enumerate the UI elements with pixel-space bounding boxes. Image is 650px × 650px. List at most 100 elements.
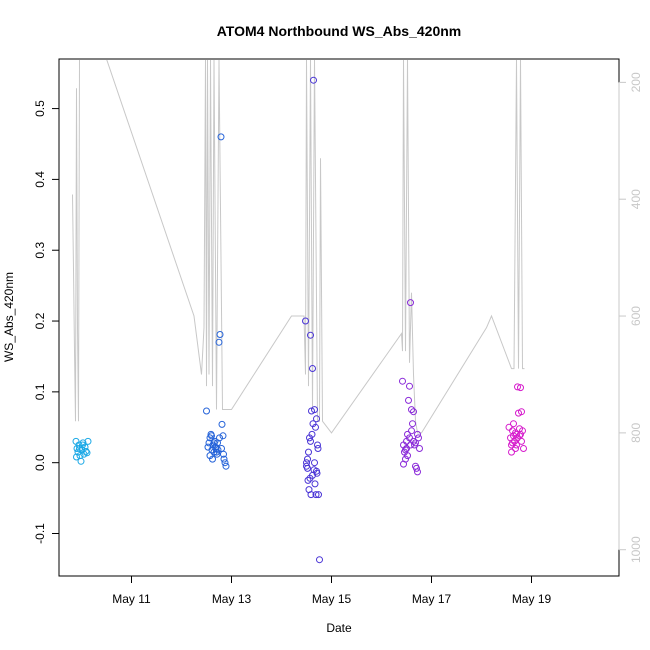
data-point [311,480,319,488]
data-point [313,467,320,475]
data-point [307,437,314,445]
data-point [203,407,210,415]
chart-title: ATOM4 Northbound WS_Abs_420nm [217,23,462,39]
data-point [73,445,81,452]
right-tick-label: 600 [629,306,643,326]
data-point [217,133,225,141]
data-point [84,437,92,445]
data-point [316,556,323,564]
data-point [218,420,226,428]
data-point [82,447,90,455]
x-tick-label: May 11 [112,592,151,606]
right-tick-label: 800 [629,423,643,443]
data-point [219,432,227,440]
data-point [310,76,317,84]
x-tick-label: May 19 [512,592,552,606]
data-point [315,491,322,499]
data-point [513,441,520,449]
y-tick-label: 0.1 [33,383,47,400]
y-tick-label: 0.0 [33,454,47,471]
data-point [305,448,312,456]
series-day4 [399,299,423,476]
x-tick-label: May 15 [312,592,352,606]
data-point [518,437,525,445]
series-day2 [203,133,230,470]
data-point [220,455,228,463]
right-axis: 200 400 600 800 1000 [618,72,643,563]
data-point [517,384,524,392]
data-point [408,427,415,435]
data-point [313,415,320,423]
data-point [512,445,519,452]
y-axis: -0.1 0.0 0.1 0.2 0.3 0.4 0.5 [33,100,59,544]
data-point [403,445,410,452]
y-tick-label: -0.1 [33,523,47,544]
data-point [213,448,220,456]
plot-frame [58,58,620,577]
data-point [505,423,513,431]
data-point [314,441,321,449]
data-point [216,434,223,442]
data-point [215,338,223,346]
x-axis-label: Date [326,621,352,635]
data-point [311,406,318,414]
data-point [509,439,516,447]
data-point [209,455,216,463]
data-point [405,396,412,404]
secondary-line-layer [72,60,525,434]
data-point [406,434,413,442]
data-point [409,420,416,428]
data-point [399,377,406,385]
data-point [415,434,422,442]
data-point [303,462,310,470]
data-point [400,460,407,468]
data-point [510,420,517,428]
data-point [408,406,415,414]
data-point [407,299,414,307]
data-point [222,462,230,470]
data-point [518,408,525,416]
data-point [404,430,411,438]
data-point [416,445,423,452]
x-axis: May 11 May 13 May 15 May 17 May 19 [112,576,551,606]
data-point [413,464,420,472]
data-point [75,441,83,449]
data-point [514,383,521,391]
data-point [83,449,91,457]
data-point [221,459,229,467]
data-point [410,408,417,416]
data-point [407,441,414,449]
data-point [311,459,318,467]
data-point [208,432,215,440]
data-point [74,448,82,456]
data-point [210,439,218,447]
y-tick-label: 0.5 [33,100,47,117]
x-tick-label: May 17 [412,592,452,606]
y-axis-label: WS_Abs_420nm [2,272,16,362]
data-point [404,452,411,460]
data-point [304,455,311,463]
data-point [414,430,421,438]
data-point [520,445,527,452]
secondary-line [72,60,525,434]
series-day1 [72,437,92,465]
data-point [307,331,314,339]
data-point [220,450,227,458]
x-tick-label: May 13 [212,592,252,606]
data-point [309,365,316,372]
series-day5 [505,383,527,456]
data-point [302,317,309,325]
right-tick-label: 1000 [629,536,643,563]
data-point [216,331,224,338]
data-point [309,471,316,479]
data-point [79,441,86,449]
data-point [307,491,315,499]
data-point [308,430,316,438]
data-point [73,453,80,461]
data-point [76,452,84,460]
data-point [312,491,320,499]
right-tick-label: 400 [629,189,643,209]
data-point [304,476,312,484]
data-point [406,382,413,390]
